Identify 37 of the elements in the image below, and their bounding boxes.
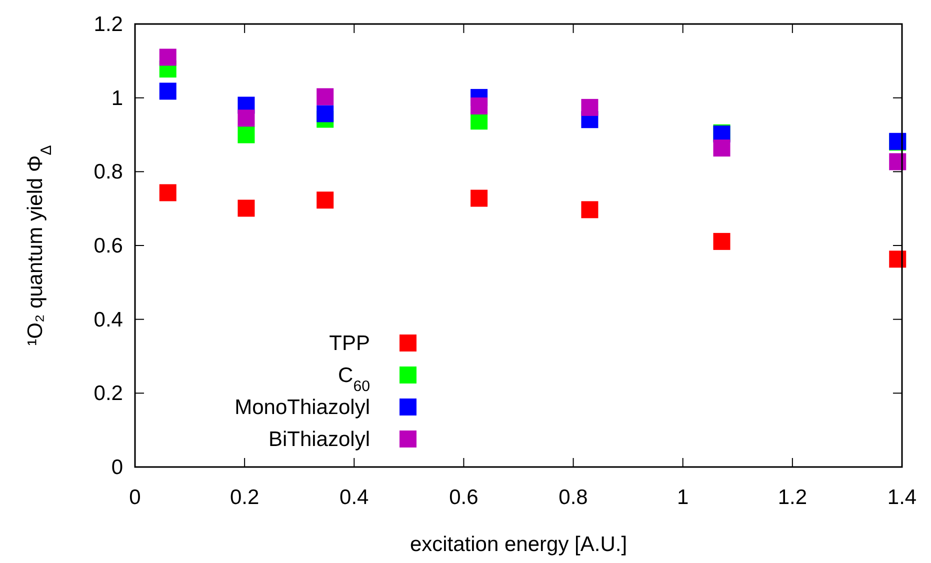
point <box>889 153 906 170</box>
point <box>238 110 255 127</box>
legend-label: BiThiazolyl <box>268 428 370 451</box>
y-tick-label: 0.4 <box>94 308 124 332</box>
point <box>581 201 598 218</box>
x-tick-label: 0 <box>129 486 141 509</box>
y-tick-label: 1 <box>111 86 123 110</box>
x-tick-label: 0.2 <box>230 486 260 509</box>
y-tick-label: 0.2 <box>94 382 123 406</box>
point <box>316 105 334 122</box>
y-tick-label: 0.8 <box>94 160 123 184</box>
x-tick-label: 1 <box>677 486 689 509</box>
point <box>159 184 176 202</box>
x-tick-label: 0.8 <box>558 486 588 509</box>
point <box>713 232 730 250</box>
point <box>470 190 488 207</box>
point <box>316 192 334 209</box>
point <box>159 48 176 66</box>
x-tick-label: 1.2 <box>778 486 808 509</box>
point <box>238 200 255 217</box>
x-tick-label: 0.4 <box>340 486 370 509</box>
legend-label: C$_{60}$ <box>338 364 370 394</box>
point <box>238 126 255 144</box>
x-axis-title: excitation energy [A.U.] <box>410 533 628 556</box>
point <box>581 98 598 116</box>
point <box>713 140 730 157</box>
y-tick-label: 0.6 <box>94 234 123 258</box>
point <box>889 250 906 268</box>
point <box>470 97 488 114</box>
x-tick-label: 1.4 <box>887 486 917 509</box>
y-tick-label: 0 <box>111 456 123 479</box>
legend-label: TPP <box>329 332 370 355</box>
point <box>316 88 334 106</box>
legend-label: MonoThiazolyl <box>234 396 370 419</box>
x-tick-label: 0.6 <box>449 486 478 509</box>
y-tick-label: 1.2 <box>94 13 123 36</box>
point <box>159 82 176 100</box>
